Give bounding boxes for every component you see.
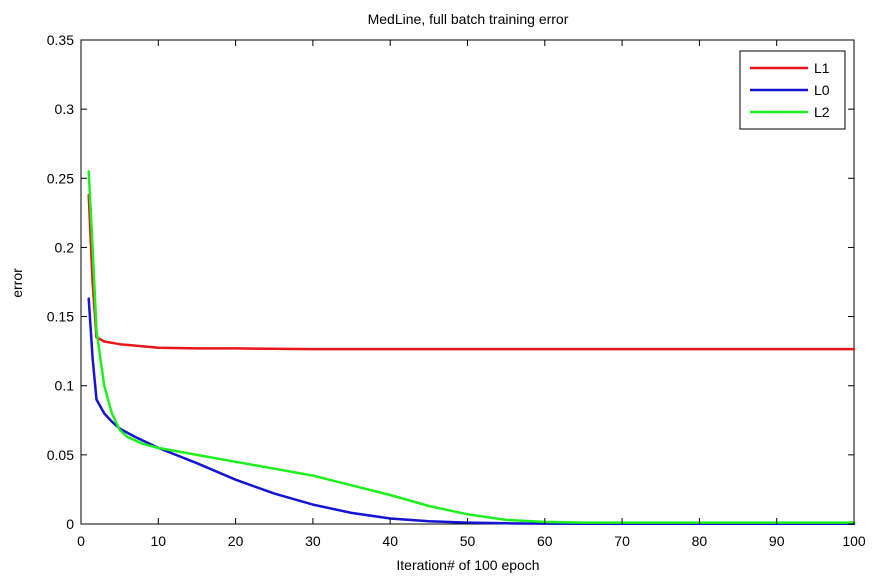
y-tick-label: 0.3 <box>55 101 75 117</box>
y-tick-label: 0.2 <box>55 239 75 255</box>
x-axis-label: Iteration# of 100 epoch <box>396 557 539 573</box>
series-line-L2 <box>87 170 856 524</box>
x-tick-label: 40 <box>382 533 398 549</box>
x-tick-label: 80 <box>692 533 708 549</box>
legend: L1 L0 L2 <box>739 50 846 130</box>
x-tick-label: 0 <box>77 533 85 549</box>
plot-area <box>80 39 855 525</box>
y-tick-label: 0.35 <box>47 32 74 48</box>
series-layer <box>87 170 856 525</box>
x-tick-label: 20 <box>228 533 244 549</box>
y-tick-label: 0.15 <box>47 309 74 325</box>
legend-label-L1: L1 <box>814 60 830 76</box>
y-tick-label: 0 <box>66 516 74 532</box>
x-tick-label: 30 <box>305 533 321 549</box>
legend-label-L2: L2 <box>814 104 830 120</box>
y-tick-label: 0.05 <box>47 447 74 463</box>
y-tick-label: 0.1 <box>55 378 75 394</box>
x-tick-label: 10 <box>151 533 167 549</box>
x-tick-label: 100 <box>842 533 866 549</box>
x-tick-label: 70 <box>614 533 630 549</box>
chart-title: MedLine, full batch training error <box>368 11 569 27</box>
legend-label-L0: L0 <box>814 82 830 98</box>
axes-layer: 0 10 20 30 40 50 60 70 80 90 100 0 0.05 0.1 0.15 0.2 0.2… <box>47 32 866 549</box>
x-tick-label: 50 <box>460 533 476 549</box>
y-axis-label: error <box>9 268 25 298</box>
y-tick-label: 0.25 <box>47 170 74 186</box>
x-tick-label: 90 <box>769 533 785 549</box>
series-line-L1 <box>87 193 856 351</box>
x-tick-label: 60 <box>537 533 553 549</box>
